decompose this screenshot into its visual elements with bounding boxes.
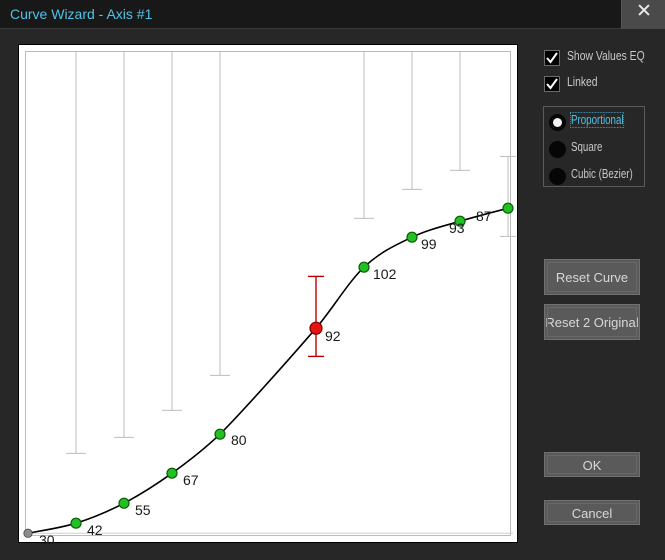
svg-text:67: 67 bbox=[183, 472, 199, 488]
svg-text:55: 55 bbox=[135, 502, 151, 518]
svg-text:99: 99 bbox=[421, 236, 437, 252]
svg-text:87: 87 bbox=[476, 208, 492, 224]
svg-text:42: 42 bbox=[87, 522, 103, 538]
svg-text:92: 92 bbox=[325, 328, 341, 344]
svg-text:80: 80 bbox=[231, 432, 247, 448]
svg-text:93: 93 bbox=[449, 220, 465, 236]
svg-text:102: 102 bbox=[373, 266, 397, 282]
svg-text:30: 30 bbox=[39, 532, 55, 544]
